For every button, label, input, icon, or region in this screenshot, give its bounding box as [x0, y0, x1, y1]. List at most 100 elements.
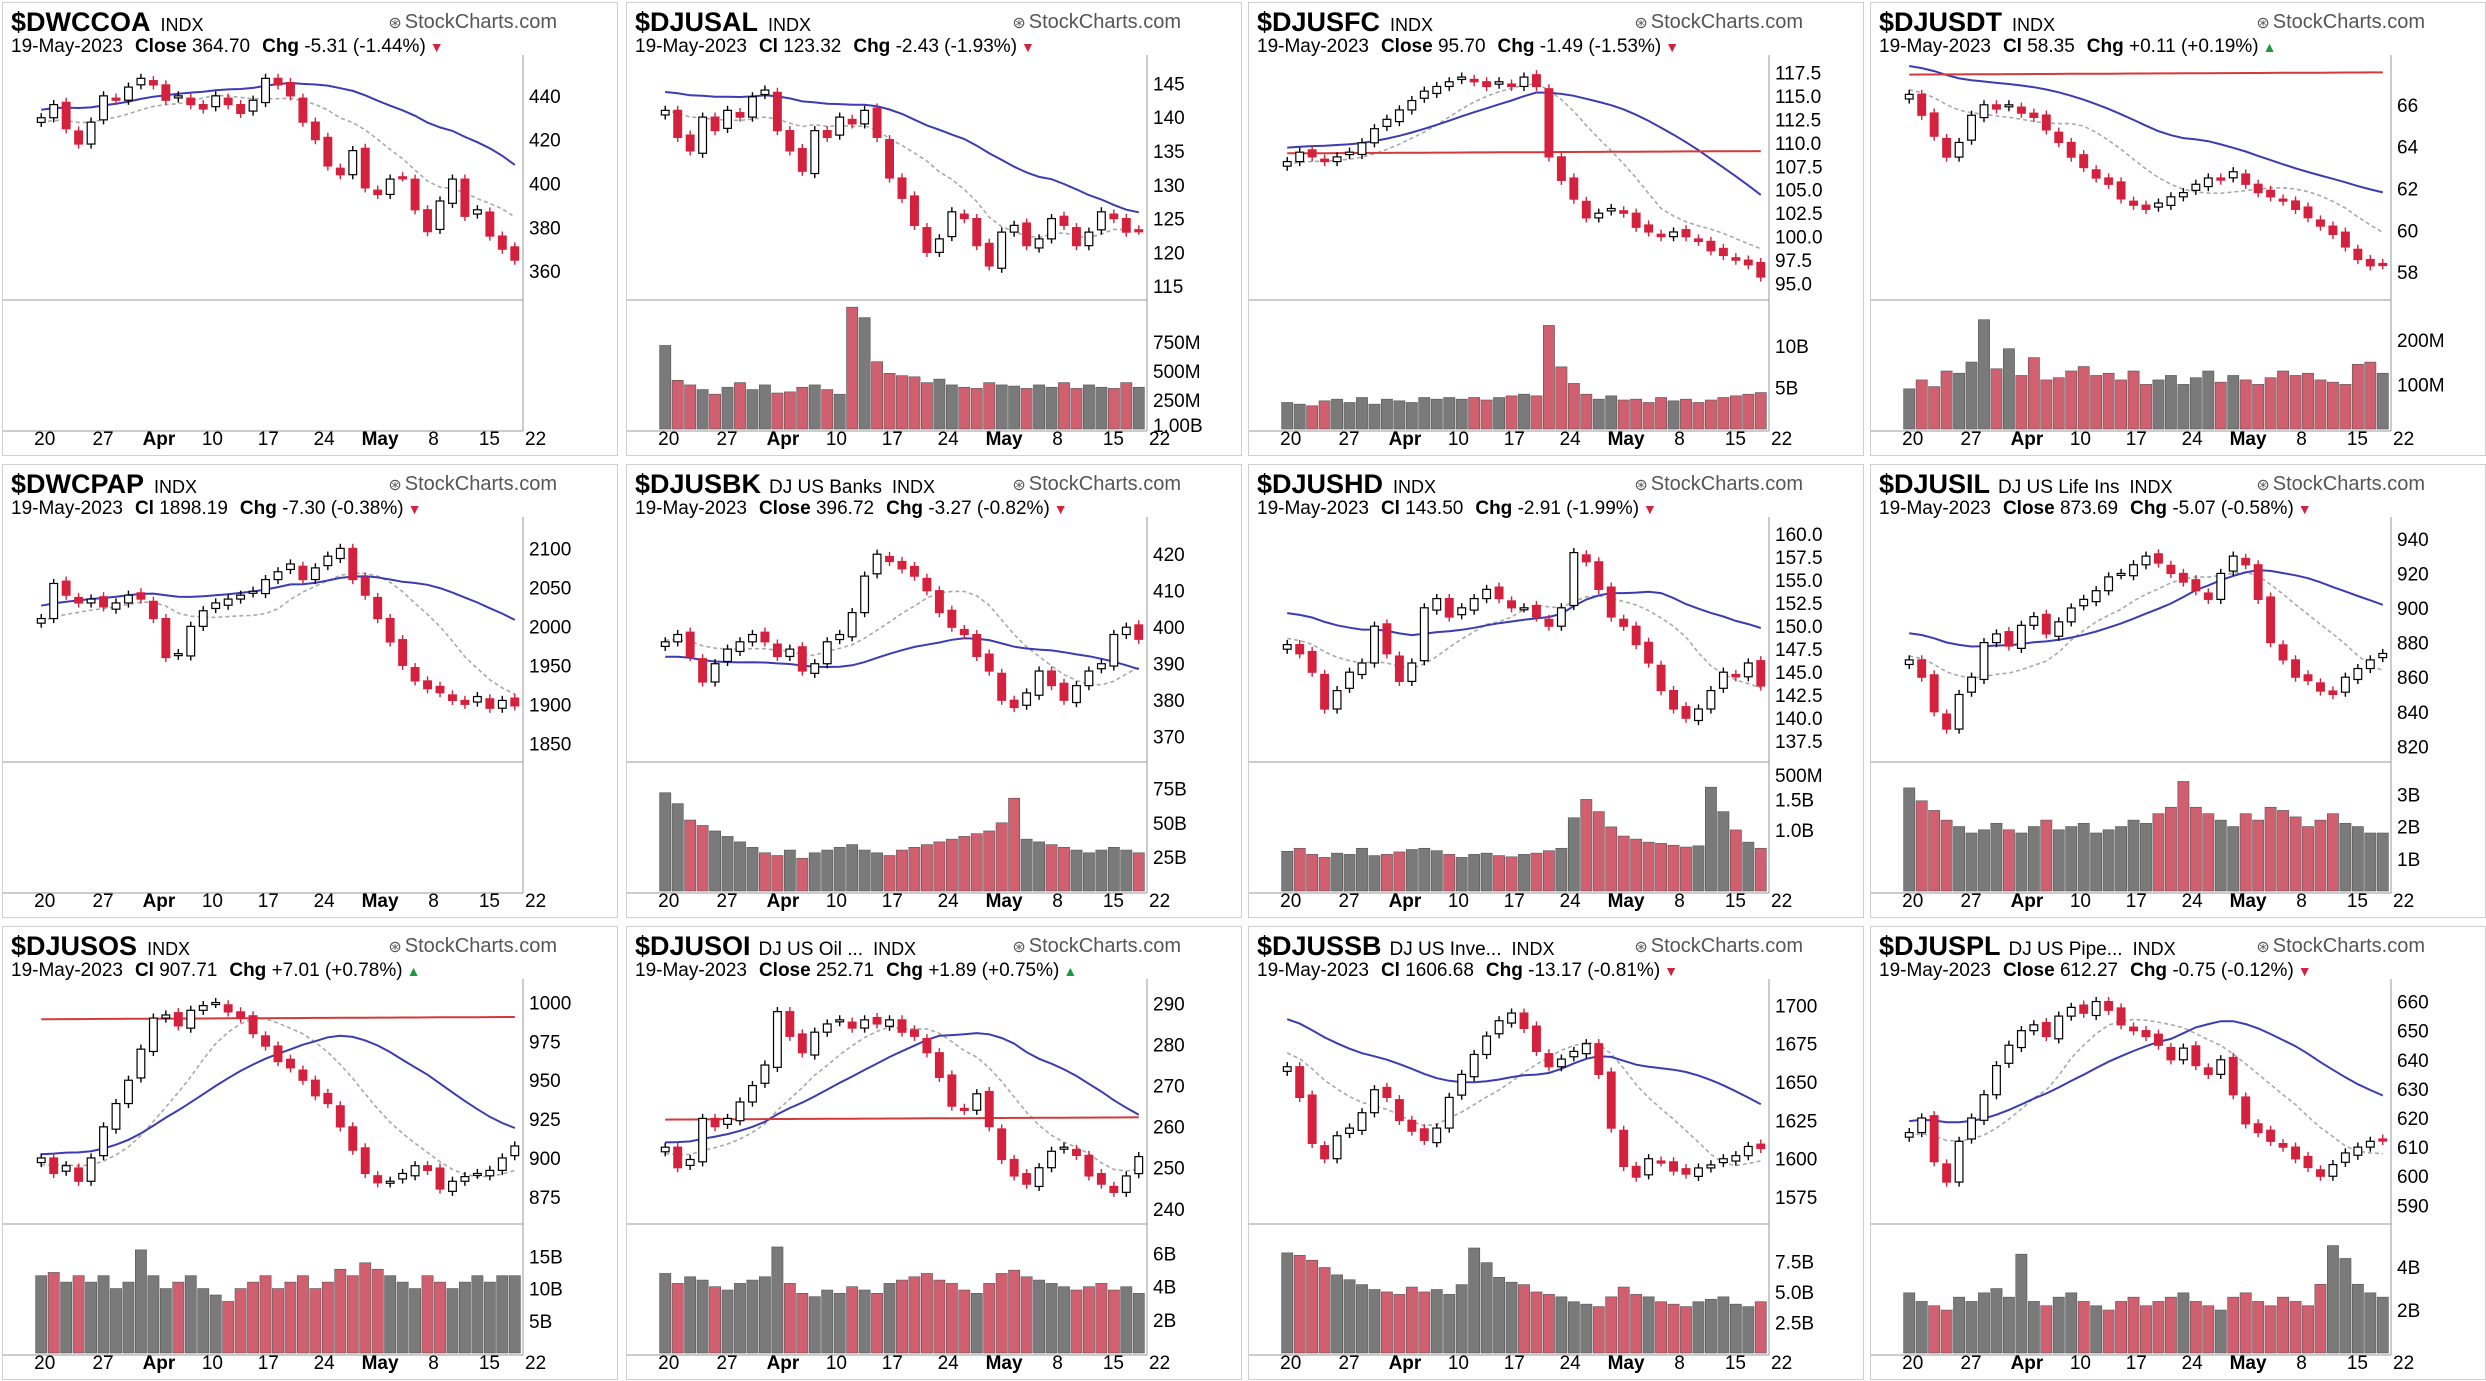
x-tick-label: Apr — [2011, 891, 2044, 912]
ma-slow-line — [665, 1032, 1140, 1144]
volume-bar — [1058, 382, 1070, 430]
chart-panel[interactable]: $DJUSIL DJ US Life Ins INDX ⊛ StockCharts.co… — [1870, 464, 2486, 918]
volume-bar — [259, 1275, 272, 1354]
candle-body — [1121, 1175, 1131, 1193]
candle-body — [785, 130, 795, 152]
candle-body — [173, 653, 183, 657]
price-tick-label: 1625 — [1775, 1111, 1817, 1132]
x-tick-label: 27 — [92, 429, 113, 450]
volume-bar — [1605, 826, 1618, 892]
volume-bar — [2277, 1296, 2289, 1354]
chart-panel[interactable]: $DJUSPL DJ US Pipe... INDX ⊛ StockCharts.com… — [1870, 926, 2486, 1380]
chart-symbol: $DWCPAP INDX — [11, 469, 197, 500]
volume-bar — [1318, 400, 1331, 430]
chart-symbol: $DJUSAL INDX — [635, 7, 811, 38]
chart-panel[interactable]: $DJUSHD INDX ⊛ StockCharts.com 19-May-2023 Cl… — [1248, 464, 1864, 918]
volume-bar — [1095, 849, 1108, 892]
price-tick-label: 2000 — [529, 617, 571, 638]
candle-body — [1394, 1099, 1404, 1121]
candle-body — [1432, 598, 1442, 611]
volume-bar — [1393, 1294, 1406, 1354]
candle-body — [1942, 137, 1952, 158]
volume-bar — [1729, 1303, 1742, 1354]
chart-panel[interactable]: $DJUSFC INDX ⊛ StockCharts.com 19-May-2023 Cl… — [1248, 2, 1864, 456]
candle-body — [2153, 202, 2163, 208]
volume-bar — [759, 384, 771, 430]
chart-panel[interactable]: $DJUSBK DJ US Banks INDX ⊛ StockCharts.com 19… — [626, 464, 1242, 918]
volume-bar — [833, 1293, 846, 1354]
price-tick-label: 125 — [1153, 210, 1185, 231]
price-tick-label: 270 — [1153, 1077, 1185, 1098]
chart-panel[interactable]: $DJUSDT INDX ⊛ StockCharts.com 19-May-2023 Cl… — [1870, 2, 2486, 456]
x-tick-label: 15 — [2347, 1353, 2368, 1374]
close-value: 95.70 — [1437, 36, 1486, 57]
volume-bar — [1033, 1279, 1045, 1354]
candle-body — [460, 1175, 470, 1182]
volume-bar — [409, 1288, 421, 1354]
candle-body — [261, 77, 271, 104]
volume-bar — [2140, 384, 2152, 430]
candle-body — [1644, 224, 1654, 233]
symbol-text: $DJUSSB — [1257, 931, 1382, 961]
candle-body — [2166, 1046, 2176, 1061]
candle-body — [2141, 555, 2151, 566]
volume-bar — [846, 1286, 859, 1354]
candle-body — [136, 592, 146, 600]
candle-body — [485, 211, 495, 237]
candle-body — [1109, 213, 1119, 220]
candle-body — [934, 1052, 944, 1078]
candle-body — [934, 238, 944, 254]
x-tick-label: 8 — [428, 891, 439, 912]
volume-bar — [995, 1273, 1008, 1354]
volume-bar — [2202, 813, 2215, 892]
chart-panel[interactable]: $DJUSOS INDX ⊛ StockCharts.com 19-May-2023 Cl… — [2, 926, 618, 1380]
volume-bar — [346, 1275, 359, 1354]
candle-body — [897, 1019, 907, 1033]
volume-bar — [2090, 375, 2103, 430]
volume-bar — [1680, 1306, 1692, 1354]
volume-bar — [821, 849, 834, 892]
candle-body — [723, 648, 733, 663]
volume-bar — [1107, 388, 1120, 430]
volume-bar — [2040, 379, 2053, 430]
ma-fast-line — [40, 572, 516, 696]
candle-body — [1531, 1025, 1541, 1052]
chart-panel[interactable]: $DJUSSB DJ US Inve... INDX ⊛ StockCharts.com… — [1248, 926, 1864, 1380]
candle-body — [835, 116, 845, 136]
candle-body — [1606, 207, 1616, 212]
volume-bar — [970, 388, 983, 430]
quote-date: 19-May-2023 — [1879, 498, 1991, 519]
candle-body — [1096, 663, 1106, 670]
volume-bar — [1667, 1303, 1680, 1354]
change-value: +7.01 (+0.78%) — [271, 960, 403, 981]
candle-body — [872, 553, 882, 575]
candle-body — [360, 147, 370, 189]
volume-bar — [1107, 847, 1120, 892]
x-tick-label: 22 — [1771, 1353, 1792, 1374]
candle-body — [1307, 1094, 1317, 1145]
volume-bar — [2189, 377, 2202, 430]
volume-bar — [1742, 393, 1755, 430]
ma-slow-line — [41, 81, 516, 166]
price-tick-label: 630 — [2397, 1080, 2429, 1101]
x-tick-label: 15 — [479, 1353, 500, 1374]
exchange-label: INDX — [2012, 15, 2056, 35]
chart-panel[interactable]: $DJUSAL INDX ⊛ StockCharts.com 19-May-2023 Cl… — [626, 2, 1242, 456]
candle-body — [2178, 1047, 2188, 1061]
candle-body — [335, 547, 345, 560]
chart-panel[interactable]: $DJUSOI DJ US Oil ... INDX ⊛ StockCharts.com… — [626, 926, 1242, 1380]
candle-body — [1544, 1053, 1554, 1068]
volume-bar — [2239, 379, 2252, 430]
volume-bar — [1331, 1274, 1343, 1354]
volume-bar — [896, 375, 908, 430]
chart-panel[interactable]: $DWCPAP INDX ⊛ StockCharts.com 19-May-2023 Cl… — [2, 464, 618, 918]
x-tick-label: 10 — [2070, 891, 2091, 912]
candle-body — [1357, 1112, 1367, 1131]
candle-body — [1345, 151, 1355, 156]
chart-panel[interactable]: $DWCCOA INDX ⊛ StockCharts.com 19-May-2023 Cl… — [2, 2, 618, 456]
candle-body — [447, 694, 457, 702]
volume-tick-label: 5B — [529, 1312, 552, 1333]
price-tick-label: 1950 — [529, 656, 571, 677]
x-tick-label: 10 — [2070, 429, 2091, 450]
volume-bar — [2277, 810, 2289, 892]
